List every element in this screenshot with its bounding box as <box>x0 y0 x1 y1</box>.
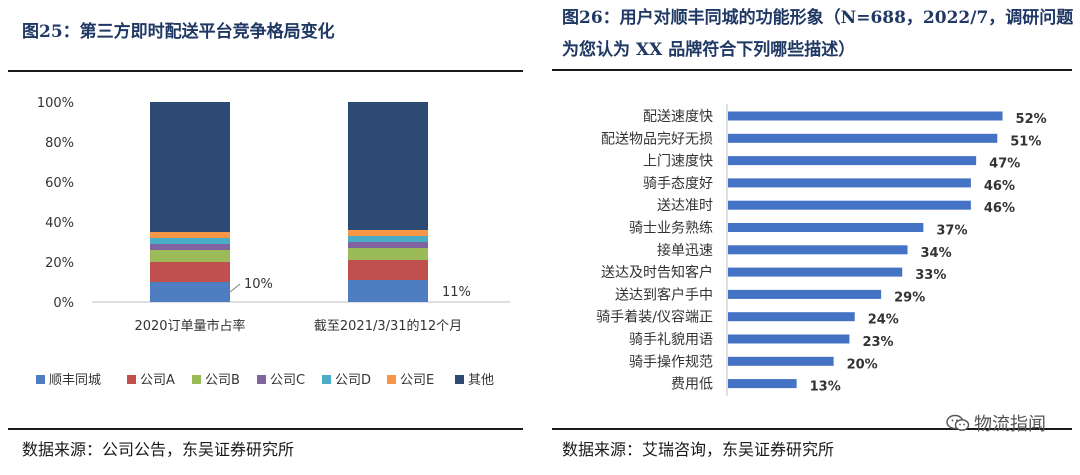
stacked-bar-chart: 0% 20% 40% 60% 80% 100% 2020订单量市占率 截至2021/3/31的… <box>36 96 510 388</box>
bar-segment-其他 <box>150 102 230 232</box>
legend-label: 公司E <box>400 373 434 388</box>
legend-swatch <box>127 375 136 384</box>
data-label-leader <box>229 283 241 293</box>
bar <box>728 133 998 143</box>
left-bottom-rule <box>8 428 523 430</box>
legend-label: 顺丰同城 <box>49 373 101 388</box>
x-category-label: 截至2021/3/31的12个月 <box>314 318 462 334</box>
right-bottom-rule <box>552 428 1072 430</box>
legend-swatch <box>387 375 396 384</box>
bar-segment-公司B <box>150 250 230 262</box>
data-label: 47% <box>989 157 1020 172</box>
right-source-note: 数据来源：艾瑞咨询，东吴证券研究所 <box>562 440 835 459</box>
bar <box>728 200 971 210</box>
data-label: 23% <box>862 335 893 350</box>
data-label: 24% <box>868 313 899 328</box>
bar-segment-公司D <box>348 236 428 242</box>
bar <box>728 156 977 166</box>
data-label: 11% <box>442 285 471 300</box>
legend-swatch <box>36 375 45 384</box>
legend-swatch <box>455 375 464 384</box>
bar-segment-公司E <box>150 232 230 238</box>
legend-label: 其他 <box>468 373 494 388</box>
right-top-rule <box>552 69 1072 71</box>
bar <box>728 334 850 344</box>
bar <box>728 312 855 322</box>
bar <box>728 111 1003 121</box>
category-label: 骑手礼貌用语 <box>629 332 713 348</box>
category-label: 配送速度快 <box>643 109 713 125</box>
category-label: 骑手操作规范 <box>629 353 713 370</box>
category-label: 骑手着装/仪容端正 <box>596 309 713 326</box>
category-label: 配送物品完好无损 <box>601 131 713 147</box>
data-label: 29% <box>894 290 925 305</box>
data-label: 10% <box>244 277 273 292</box>
category-label: 骑士业务熟练 <box>629 221 713 237</box>
data-label: 46% <box>984 201 1015 216</box>
x-category-label: 2020订单量市占率 <box>134 318 245 334</box>
left-source-note: 数据来源：公司公告，东吴证券研究所 <box>22 440 295 459</box>
bar-segment-公司E <box>348 230 428 236</box>
legend-label: 公司D <box>335 373 371 388</box>
data-label: 37% <box>936 224 967 239</box>
left-panel: 图25：第三方即时配送平台竞争格局变化 0% 20% 40% 60% 80% 100% 20… <box>0 0 530 475</box>
legend-swatch <box>322 375 331 384</box>
bar-segment-公司D <box>150 238 230 244</box>
left-figure-title: 图25：第三方即时配送平台竞争格局变化 <box>22 22 335 42</box>
horizontal-bar-chart: 配送速度快 52% 配送物品完好无损 51% 上门速度快 47% 骑手态度好 46% 送达准时 4… <box>596 104 1047 396</box>
legend-label: 公司C <box>270 373 305 388</box>
legend-swatch <box>257 375 266 384</box>
data-label: 34% <box>921 246 952 261</box>
data-label: 20% <box>847 357 878 372</box>
y-tick-label: 40% <box>45 216 74 231</box>
right-panel: 图26：用户对顺丰同城的功能形象（N=688，2022/7，调研问题为您认为 X… <box>548 0 1080 475</box>
watermark: 物流指闻 <box>946 410 1046 436</box>
data-label: 51% <box>1010 134 1041 149</box>
bar <box>728 223 924 232</box>
right-figure-title: 图26：用户对顺丰同城的功能形象（N=688，2022/7，调研问题为您认为 X… <box>562 8 1074 60</box>
bar <box>728 267 903 277</box>
category-label: 费用低 <box>671 377 713 393</box>
category-label: 骑手态度好 <box>643 176 713 192</box>
wechat-icon <box>946 414 970 431</box>
legend-swatch <box>192 375 201 384</box>
bar <box>728 289 882 299</box>
data-label: 52% <box>1016 112 1047 127</box>
data-label: 46% <box>984 179 1015 194</box>
legend-label: 公司B <box>205 373 240 388</box>
bar-segment-公司A <box>150 262 230 282</box>
bar-segment-顺丰同城 <box>150 282 230 302</box>
bar-segment-公司B <box>348 248 428 260</box>
category-label: 送达及时告知客户 <box>601 264 713 281</box>
bar-segment-其他 <box>348 102 428 230</box>
bar-segment-公司C <box>348 242 428 248</box>
category-label: 接单迅速 <box>657 242 713 259</box>
bar <box>728 379 797 389</box>
bar-segment-公司C <box>150 244 230 250</box>
watermark-text: 物流指闻 <box>974 414 1046 435</box>
bar-segment-公司A <box>348 260 428 280</box>
category-label: 送达到客户手中 <box>615 286 713 303</box>
data-label: 33% <box>915 268 946 283</box>
y-tick-label: 0% <box>53 296 74 311</box>
y-tick-label: 20% <box>45 256 74 271</box>
category-label: 送达准时 <box>657 198 713 214</box>
legend-label: 公司A <box>140 373 175 388</box>
left-top-rule <box>8 70 523 72</box>
bar-segment-顺丰同城 <box>348 280 428 302</box>
category-label: 上门速度快 <box>643 154 713 170</box>
y-tick-label: 60% <box>45 176 74 191</box>
y-tick-label: 80% <box>45 136 74 151</box>
y-tick-label: 100% <box>37 96 74 111</box>
bar <box>728 245 908 255</box>
data-label: 13% <box>810 380 841 395</box>
bar <box>728 356 834 366</box>
bar <box>728 178 971 188</box>
